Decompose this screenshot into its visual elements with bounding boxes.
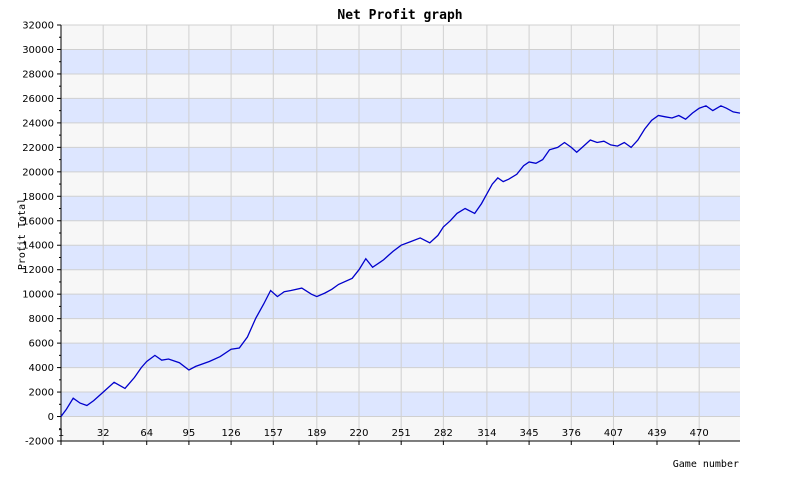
- y-tick-label: 22000: [22, 143, 54, 154]
- y-tick-label: 30000: [22, 45, 54, 56]
- y-tick-label: 28000: [22, 69, 54, 80]
- band: [61, 147, 740, 172]
- y-tick-label: 12000: [22, 265, 54, 276]
- chart-title: Net Profit graph: [337, 8, 462, 23]
- band: [61, 220, 740, 246]
- y-tick-label: 10000: [22, 290, 54, 301]
- x-tick-label: 314: [477, 428, 496, 439]
- y-tick-label: 8000: [29, 314, 54, 325]
- x-tick-label: 64: [140, 428, 153, 439]
- band: [61, 269, 740, 295]
- band: [61, 98, 740, 123]
- profit-series-line: [60, 105, 741, 417]
- band: [61, 73, 740, 99]
- band: [61, 343, 740, 368]
- y-tick-label: 18000: [22, 192, 54, 203]
- x-tick-label: 189: [307, 428, 326, 439]
- x-tick-label: 126: [222, 428, 241, 439]
- band: [61, 294, 740, 319]
- y-tick-label: 26000: [22, 94, 54, 105]
- x-axis-ticks: 1 32 64 95 126 157 189 220 251 282 314 345 376 407 439…: [58, 428, 709, 445]
- x-tick-label: 282: [434, 428, 453, 439]
- gridlines: [60, 24, 740, 442]
- y-tick-label: 24000: [22, 118, 54, 129]
- y-axis-ticks: -2000 0 2000 4000 6000 8000 10000 12000 14000 160…: [22, 21, 61, 448]
- x-tick-label: 157: [264, 428, 283, 439]
- y-tick-label: 20000: [22, 167, 54, 178]
- band: [61, 392, 740, 417]
- band: [61, 171, 740, 197]
- y-tick-label: 6000: [29, 339, 54, 350]
- band: [61, 416, 740, 441]
- band: [61, 318, 740, 344]
- band: [61, 49, 740, 74]
- y-axis-label: Profit Total: [17, 198, 28, 270]
- x-tick-label: 407: [604, 428, 623, 439]
- x-tick-label: 345: [520, 428, 539, 439]
- y-tick-label: 4000: [29, 363, 54, 374]
- x-tick-label: 439: [647, 428, 666, 439]
- band: [61, 196, 740, 221]
- x-tick-label: 95: [183, 428, 196, 439]
- y-tick-label: 14000: [22, 241, 54, 252]
- y-tick-label: 0: [48, 412, 54, 423]
- x-axis-label: Game number: [673, 459, 739, 470]
- x-tick-label: 251: [392, 428, 411, 439]
- band: [61, 245, 740, 270]
- x-tick-label: 32: [97, 428, 110, 439]
- y-tick-label: -2000: [25, 437, 54, 448]
- x-tick-label: 1: [58, 428, 64, 439]
- y-tick-label: 32000: [22, 21, 54, 32]
- x-tick-label: 376: [562, 428, 581, 439]
- band: [61, 367, 740, 393]
- x-tick-label: 470: [690, 428, 709, 439]
- band: [61, 25, 740, 50]
- x-tick-label: 220: [349, 428, 368, 439]
- y-tick-label: 16000: [22, 216, 54, 227]
- band: [61, 122, 740, 148]
- background-bands: [61, 25, 740, 441]
- y-tick-label: 2000: [29, 388, 54, 399]
